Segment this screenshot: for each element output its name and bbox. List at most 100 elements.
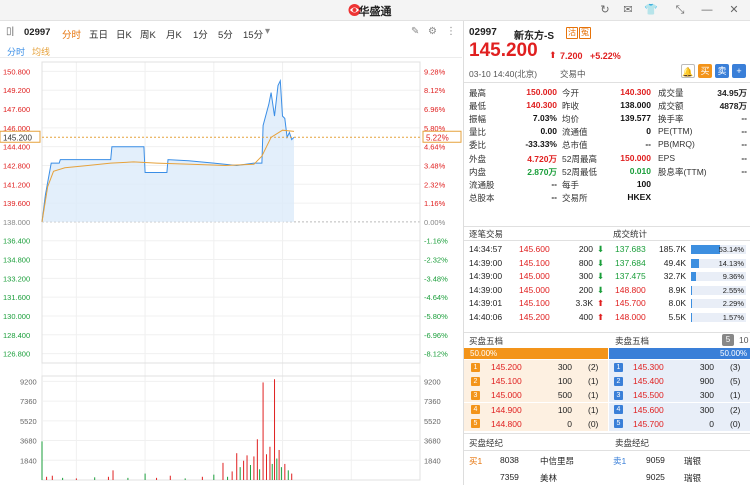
more-icon[interactable]: ⋮ <box>446 26 456 37</box>
bid-count: (1) <box>588 390 599 401</box>
stat-label: 今开 <box>562 88 580 98</box>
chevron-down-icon[interactable]: ▾ <box>265 26 271 37</box>
divider <box>464 226 750 227</box>
trade-price: 145.000 <box>519 271 550 282</box>
buy-broker-name[interactable]: 中信里昂 <box>540 456 575 466</box>
bid-volume: 100 <box>557 376 572 387</box>
collapse-panel-icon[interactable]: ▯| <box>6 26 15 37</box>
close-icon[interactable]: ✕ <box>729 4 739 16</box>
deal-volume: 49.4K <box>663 257 686 268</box>
y-tick-label: 128.400 <box>3 331 30 340</box>
trade-price: 145.100 <box>519 257 550 268</box>
bid-level-index: 4 <box>471 405 480 415</box>
stat-label: 委比 <box>469 140 487 151</box>
buy-broker-id[interactable]: 7359 <box>500 472 519 482</box>
subtab-average[interactable]: 均线 <box>32 47 51 57</box>
ask-level-index: 4 <box>614 405 623 415</box>
trade-volume: 3.3K <box>575 298 594 309</box>
y-pct-tick-label: 0.00% <box>424 218 446 227</box>
deal-pct-fill <box>691 272 697 282</box>
levels-5-toggle[interactable]: 5 <box>722 334 734 346</box>
mail-icon[interactable]: ✉ <box>623 4 633 16</box>
subtab-row <box>0 41 462 58</box>
volume-tick-label-right: 9200 <box>424 377 441 386</box>
tab-15min[interactable]: 15分 <box>243 30 264 41</box>
stat-label: EPS <box>658 152 676 163</box>
stat-label: 流通值 <box>562 127 588 138</box>
deal-pct-fill <box>691 285 693 295</box>
y-pct-tick-label: -3.48% <box>424 274 448 283</box>
buy-broker-id[interactable]: 8038 <box>500 455 519 465</box>
quote-time: 03-10 14:40(北京) <box>469 69 538 79</box>
app-logo-icon <box>348 4 361 16</box>
refresh-icon[interactable]: ↻ <box>600 4 610 16</box>
stat-value: 0 <box>646 126 651 137</box>
y-tick-label: 141.200 <box>3 180 30 189</box>
stat-value: 34.95万 <box>717 88 747 98</box>
y-pct-tick-label: 4.64% <box>424 143 446 152</box>
volume-tick-label: 9200 <box>20 377 37 386</box>
y-tick-label: 142.800 <box>3 161 30 170</box>
sell-broker-id[interactable]: 9025 <box>646 472 665 482</box>
ask-price: 145.700 <box>633 418 664 429</box>
sell-broker-name[interactable]: 瑞银 <box>684 456 702 466</box>
tab-daily-k[interactable]: 日K <box>116 30 132 41</box>
x-tick-label: 14:00 <box>274 483 293 485</box>
minimize-arrows-icon[interactable]: ⤡ <box>675 4 685 16</box>
buy-broker-name[interactable]: 美林 <box>540 473 558 483</box>
y-pct-tick-label: 6.96% <box>424 105 446 114</box>
sell-button[interactable]: 卖 <box>715 64 729 78</box>
pencil-icon[interactable]: ✎ <box>411 26 420 37</box>
subtab-timeshare[interactable]: 分时 <box>7 47 26 57</box>
levels-10-toggle[interactable]: 10 <box>739 335 749 345</box>
trade-time: 14:40:06 <box>469 312 503 322</box>
shirt-icon[interactable]: 👕 <box>644 4 658 16</box>
tab-five-day[interactable]: 五日 <box>89 30 109 41</box>
deal-price: 145.700 <box>615 298 646 309</box>
timeshare-chart[interactable]: 150.800 9.28% 149.200 8.12% 147.600 6.96% 146.… <box>0 58 462 485</box>
sell-pressure-pct: 50.00% <box>720 349 748 358</box>
bid-count: (1) <box>588 404 599 415</box>
x-tick-label: 10:00 <box>67 483 86 485</box>
bid-volume: 500 <box>557 390 572 401</box>
y-pct-tick-label: -4.64% <box>424 293 448 302</box>
sell-broker-id[interactable]: 9059 <box>646 455 665 465</box>
y-pct-tick-label: 2.32% <box>424 180 446 189</box>
tab-1min[interactable]: 1分 <box>193 30 208 41</box>
stat-label: 总市值 <box>562 140 588 151</box>
sell-broker-name[interactable]: 瑞银 <box>684 473 702 483</box>
ask-price: 145.500 <box>633 390 664 401</box>
tab-weekly-k[interactable]: 周K <box>140 30 156 41</box>
tab-timeshare[interactable]: 分时 <box>62 30 82 41</box>
stat-label: 交易所 <box>562 192 588 203</box>
trade-time: 14:39:00 <box>469 284 503 295</box>
stock-code: 02997 <box>469 27 497 38</box>
divider <box>464 332 750 333</box>
settings-icon[interactable]: ⚙ <box>428 26 437 37</box>
volume-tick-label-right: 3680 <box>424 437 441 446</box>
bid-price: 144.900 <box>491 404 522 415</box>
buy-pressure-bar <box>464 348 608 359</box>
minimize-icon[interactable]: — <box>701 4 713 16</box>
badge-extra: 冤 <box>579 27 591 39</box>
tab-5min[interactable]: 5分 <box>218 30 233 41</box>
ask-volume: 300 <box>699 362 714 372</box>
bid-volume: 300 <box>557 362 572 372</box>
buy-broker-level: 买1 <box>469 456 483 466</box>
y-tick-label: 147.600 <box>3 105 30 114</box>
price-frame <box>41 61 421 364</box>
stat-label: 52周最低 <box>562 166 597 177</box>
divider <box>464 82 750 83</box>
sell-broker-level: 卖1 <box>613 456 627 466</box>
stat-value: -- <box>741 113 747 124</box>
buy-button[interactable]: 买 <box>698 64 712 78</box>
trades-title: 逐笔交易 <box>469 229 504 239</box>
tab-monthly-k[interactable]: 月K <box>166 30 182 41</box>
y-pct-tick-label: 9.28% <box>424 67 446 76</box>
current-price: 145.200 <box>469 40 538 61</box>
add-watchlist-button[interactable]: + <box>732 64 746 78</box>
stat-label: PE(TTM) <box>658 126 693 137</box>
y-tick-label: 149.200 <box>3 86 30 95</box>
volume-tick-label: 1840 <box>20 456 37 465</box>
alert-bell-icon[interactable]: 🔔 <box>681 64 695 78</box>
